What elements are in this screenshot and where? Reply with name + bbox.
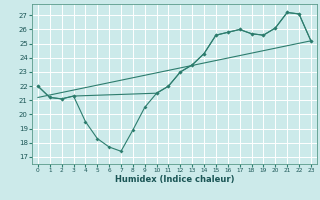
X-axis label: Humidex (Indice chaleur): Humidex (Indice chaleur): [115, 175, 234, 184]
